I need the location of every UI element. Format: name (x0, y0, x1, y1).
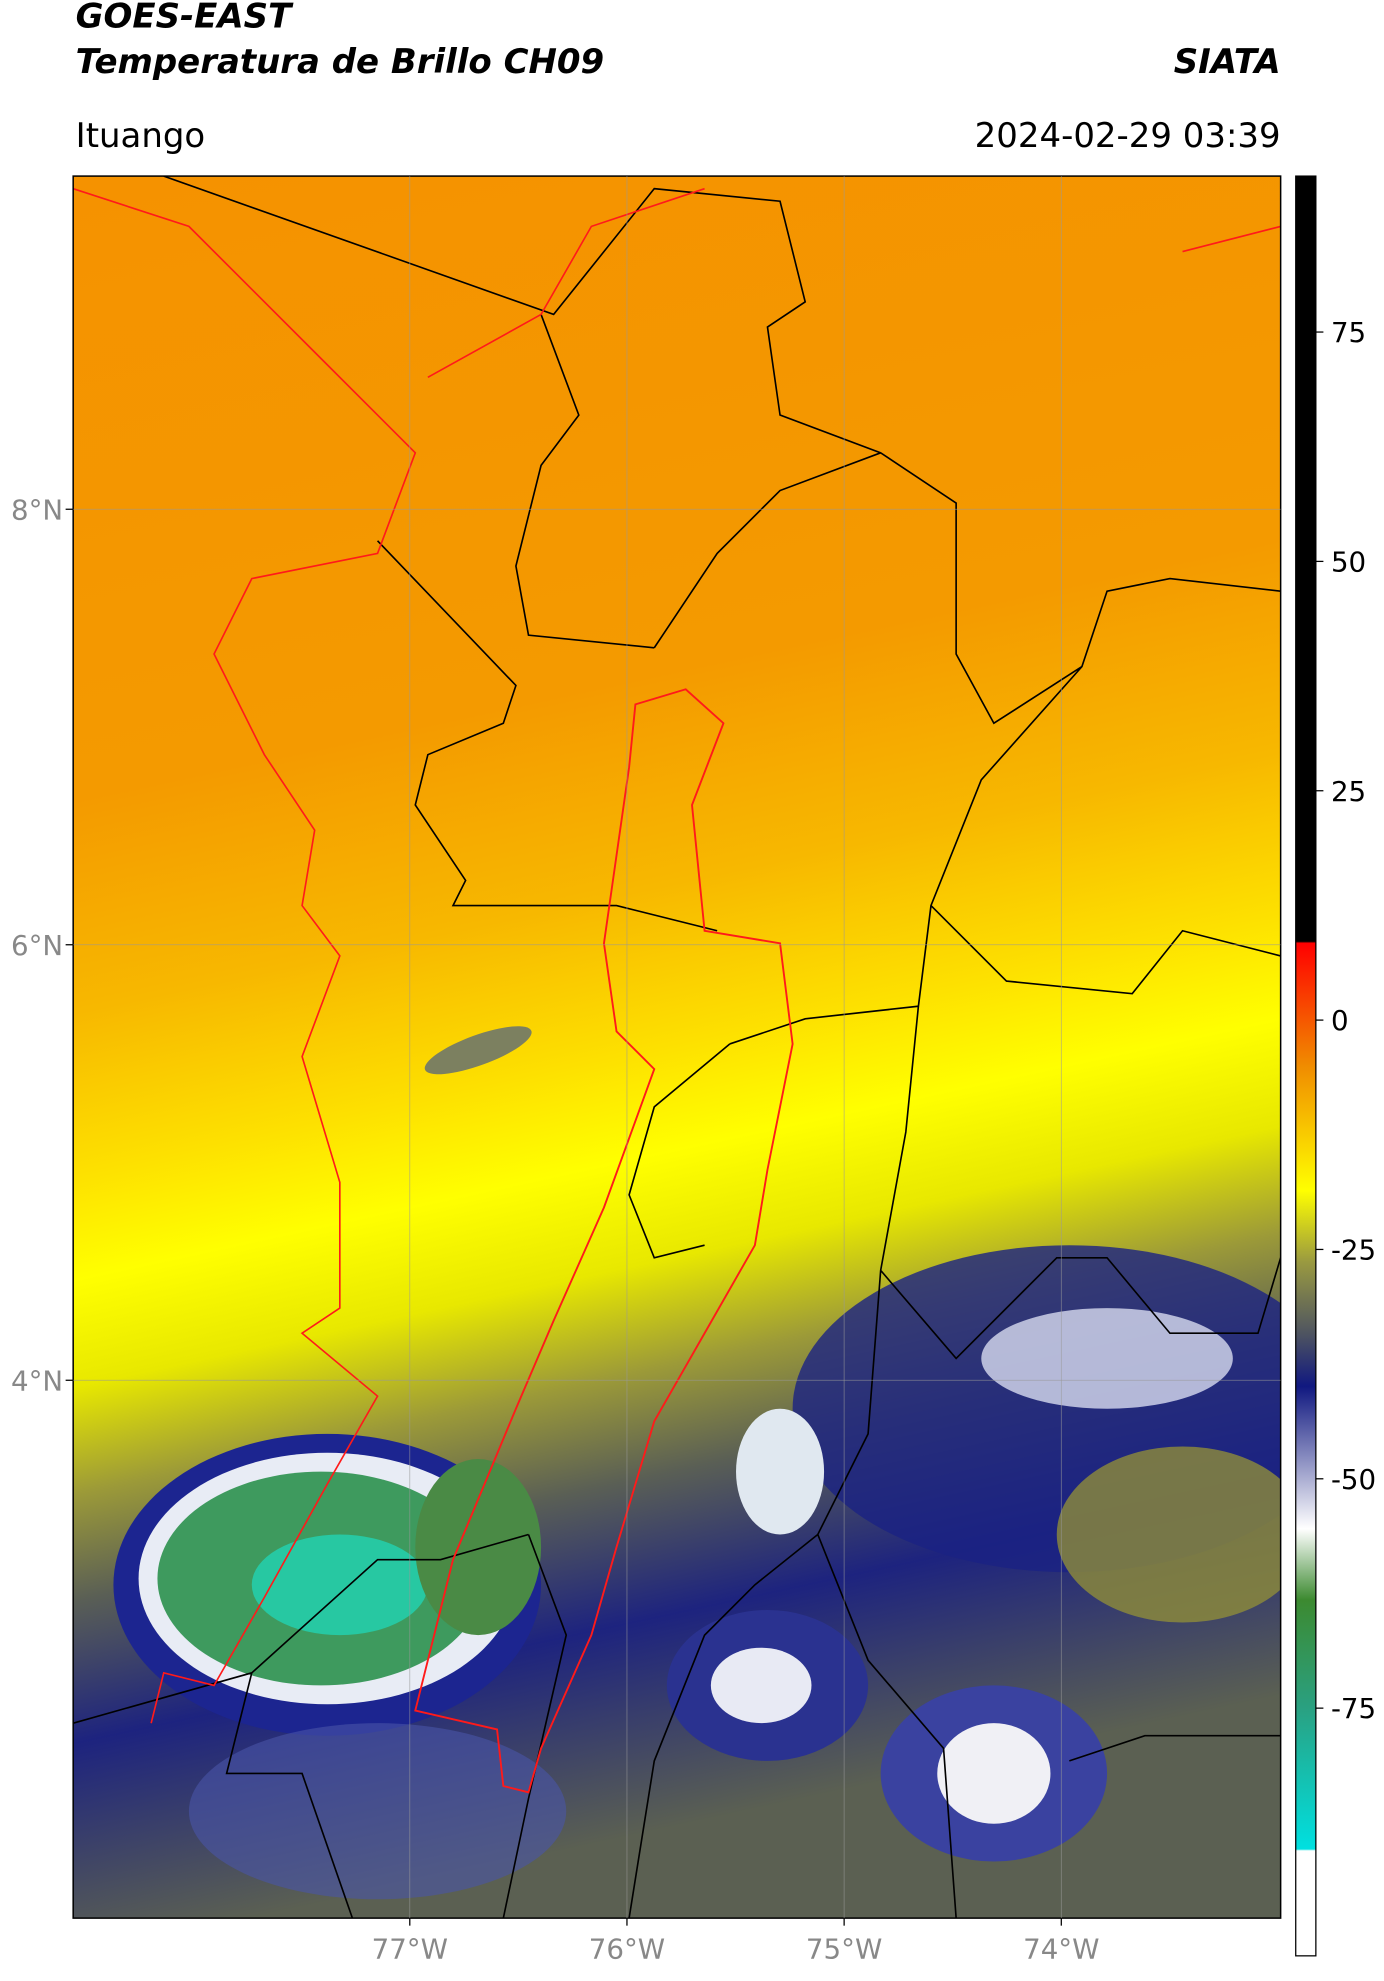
datetime: 2024-02-29 03:39 (975, 116, 1281, 156)
location: Ituango (76, 116, 206, 156)
y-tick-label: 6°N (11, 929, 63, 962)
x-tick-label: 76°W (589, 1932, 665, 1965)
x-tick-label: 74°W (1023, 1932, 1099, 1965)
y-tick-label: 8°N (11, 493, 63, 526)
x-tick-label: 77°W (372, 1932, 448, 1965)
map-image (73, 176, 1281, 1919)
colorbar-tick-label: 0 (1331, 1004, 1349, 1037)
colorbar-tick-label: -75 (1331, 1692, 1376, 1725)
colorbar-tick-label: -25 (1331, 1234, 1376, 1267)
colorbar-tick-label: -50 (1331, 1463, 1376, 1496)
x-tick-label: 75°W (806, 1932, 882, 1965)
brand: SIATA (1174, 42, 1281, 82)
title: GOES-EAST (76, 0, 294, 37)
map-frame (72, 175, 1282, 1919)
colorbar (1295, 175, 1317, 1957)
colorbar-tick-label: 75 (1331, 316, 1366, 349)
colorbar-tick-label: 50 (1331, 545, 1366, 578)
y-tick-label: 4°N (11, 1364, 63, 1397)
colorbar-tick-label: 25 (1331, 775, 1366, 808)
subtitle: Temperatura de Brillo CH09 (76, 42, 604, 82)
